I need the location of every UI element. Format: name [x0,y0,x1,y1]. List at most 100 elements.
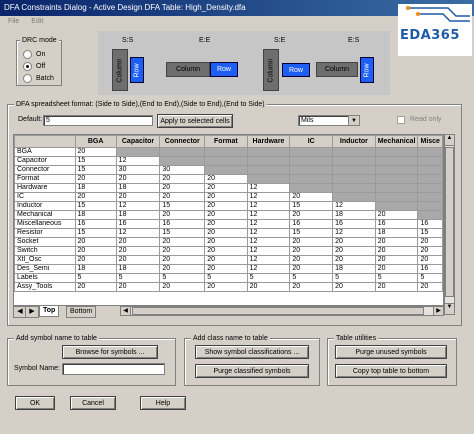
column-header[interactable]: Hardware [246,135,291,148]
hscroll-thumb[interactable] [132,307,424,315]
table-cell[interactable]: 20 [374,255,419,265]
table-cell[interactable] [417,192,443,202]
table-cell[interactable]: 20 [159,246,206,256]
table-cell[interactable]: 20 [374,282,419,292]
table-cell[interactable] [332,174,376,184]
column-header[interactable]: Misce [417,135,443,148]
table-cell[interactable]: 20 [204,183,248,193]
table-cell[interactable]: 20 [204,228,248,238]
table-cell[interactable]: 12 [246,237,291,247]
table-cell[interactable]: 20 [374,246,419,256]
table-cell[interactable] [374,183,419,193]
table-cell[interactable]: 20 [159,264,206,274]
table-cell[interactable]: 15 [74,201,117,211]
table-cell[interactable]: 16 [115,219,161,229]
table-cell[interactable]: 5 [417,273,443,283]
tab-top[interactable]: Top [39,306,60,317]
table-cell[interactable]: 20 [115,174,161,184]
column-header[interactable]: Format [204,135,248,148]
table-cell[interactable]: 18 [74,210,117,220]
row-header[interactable]: Capacitor [14,156,76,166]
purge-classified-symbols-button[interactable]: Purge classified symbols [195,364,309,378]
table-cell[interactable]: 30 [115,165,161,175]
symbol-name-input[interactable] [62,363,165,375]
table-cell[interactable]: 20 [204,246,248,256]
table-cell[interactable]: 20 [289,264,334,274]
table-cell[interactable]: 20 [204,282,248,292]
table-cell[interactable]: 20 [115,192,161,202]
scroll-up-icon[interactable]: ▲ [445,135,454,146]
default-input[interactable]: 5 [43,115,153,126]
table-cell[interactable]: 18 [332,264,376,274]
table-cell[interactable]: 15 [74,165,117,175]
table-cell[interactable] [332,183,376,193]
table-cell[interactable]: 20 [204,219,248,229]
row-header[interactable]: Switch [14,246,76,256]
table-cell[interactable]: 20 [417,237,443,247]
scroll-right-icon[interactable]: ▶ [433,307,443,315]
table-cell[interactable] [289,174,334,184]
table-cell[interactable]: 20 [417,282,443,292]
table-cell[interactable] [417,201,443,211]
table-cell[interactable]: 20 [74,174,117,184]
table-cell[interactable]: 18 [115,183,161,193]
table-cell[interactable] [332,192,376,202]
table-cell[interactable]: 20 [115,237,161,247]
table-cell[interactable]: 18 [115,264,161,274]
tab-scroll-right-icon[interactable]: ▶ [25,306,39,318]
table-cell[interactable]: 18 [115,210,161,220]
table-cell[interactable]: 18 [374,228,419,238]
table-cell[interactable] [289,183,334,193]
table-cell[interactable]: 20 [159,192,206,202]
table-cell[interactable]: 20 [204,264,248,274]
cancel-button[interactable]: Cancel [70,396,116,410]
table-cell[interactable]: 20 [74,192,117,202]
table-cell[interactable]: 12 [115,156,161,166]
table-cell[interactable]: 20 [289,192,334,202]
table-cell[interactable]: 15 [74,156,117,166]
table-cell[interactable] [115,147,161,157]
table-cell[interactable]: 30 [159,165,206,175]
table-cell[interactable]: 5 [115,273,161,283]
drc-on-radio[interactable]: On [23,50,45,59]
table-cell[interactable]: 16 [332,219,376,229]
column-header[interactable]: IC [289,135,334,148]
table-cell[interactable] [159,156,206,166]
table-cell[interactable]: 20 [74,237,117,247]
table-cell[interactable]: 12 [246,255,291,265]
table-cell[interactable] [246,174,291,184]
table-cell[interactable]: 12 [246,192,291,202]
table-cell[interactable]: 20 [289,246,334,256]
row-header[interactable]: Resistor [14,228,76,238]
table-cell[interactable]: 20 [204,237,248,247]
table-cell[interactable]: 15 [289,201,334,211]
table-cell[interactable]: 12 [246,183,291,193]
table-cell[interactable]: 15 [159,201,206,211]
table-cell[interactable]: 20 [159,282,206,292]
table-cell[interactable]: 20 [246,282,291,292]
table-cell[interactable]: 20 [159,210,206,220]
show-symbol-classifications-button[interactable]: Show symbol classifications ... [195,345,309,359]
units-select[interactable]: Mils ▼ [298,115,360,126]
table-cell[interactable]: 20 [159,174,206,184]
table-cell[interactable]: 20 [204,174,248,184]
scroll-down-icon[interactable]: ▼ [445,303,454,314]
table-cell[interactable]: 5 [204,273,248,283]
table-cell[interactable]: 20 [204,210,248,220]
row-header[interactable]: BGA [14,147,76,157]
drc-batch-radio[interactable]: Batch [23,74,54,83]
table-cell[interactable]: 20 [332,282,376,292]
menu-edit[interactable]: Edit [31,18,44,25]
table-cell[interactable] [332,156,376,166]
table-cell[interactable] [417,165,443,175]
table-cell[interactable] [289,147,334,157]
purge-unused-symbols-button[interactable]: Purge unused symbols [335,345,447,359]
drc-off-radio[interactable]: Off [23,62,45,71]
table-cell[interactable] [374,201,419,211]
table-cell[interactable]: 12 [246,201,291,211]
table-cell[interactable]: 12 [115,228,161,238]
table-cell[interactable]: 20 [115,246,161,256]
vertical-scrollbar[interactable]: ▲ ▼ [444,134,455,315]
table-cell[interactable]: 16 [289,219,334,229]
table-cell[interactable] [374,156,419,166]
